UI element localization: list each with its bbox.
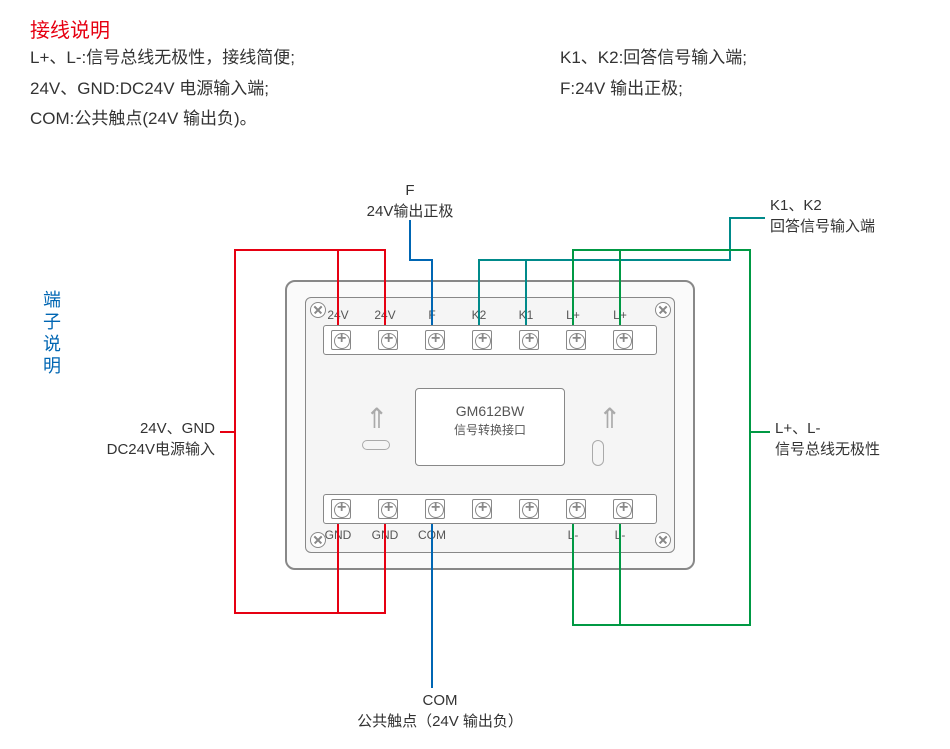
wires-svg: [0, 0, 950, 749]
